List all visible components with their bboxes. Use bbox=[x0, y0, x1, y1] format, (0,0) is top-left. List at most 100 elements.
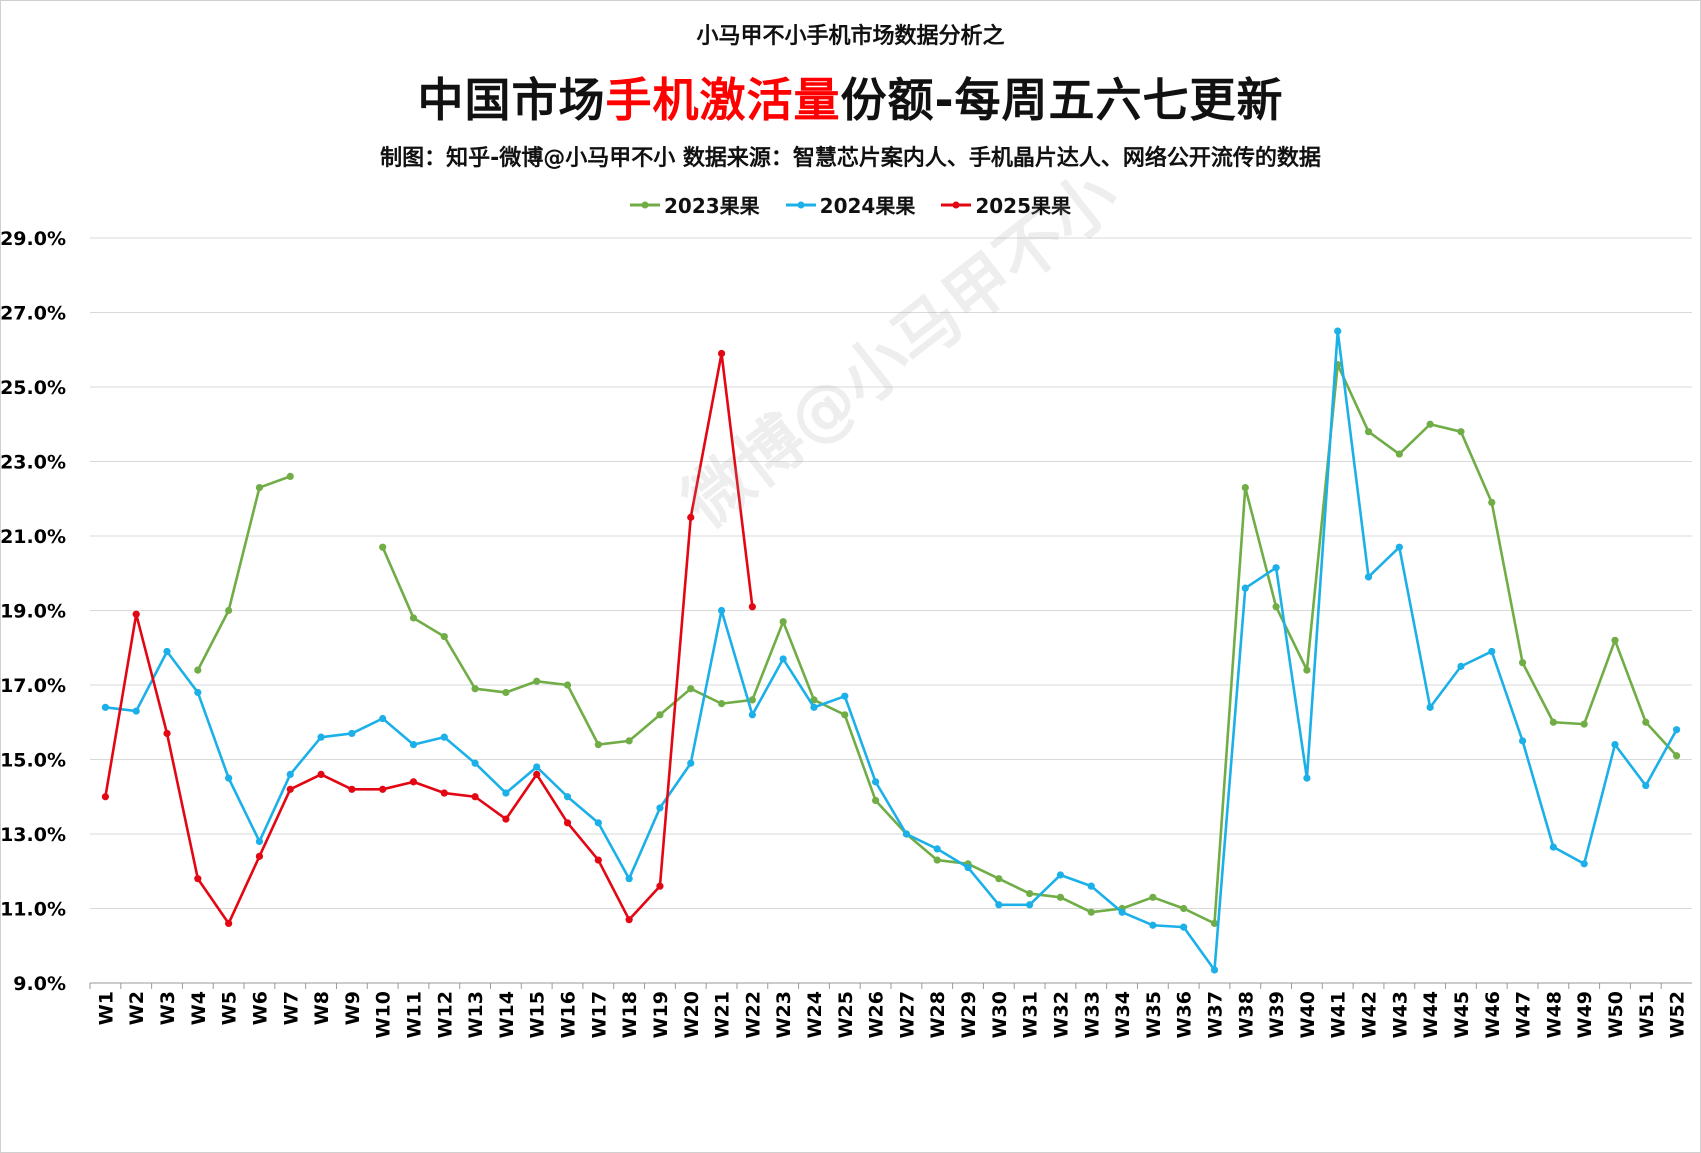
data-point bbox=[225, 919, 233, 928]
y-tick-label: 29.0% bbox=[0, 228, 66, 250]
y-tick-label: 21.0% bbox=[0, 526, 66, 548]
chart-subtitle: 制图：知乎-微博@小马甲不小 数据来源：智慧芯片案内人、手机晶片达人、网络公开流… bbox=[380, 146, 1321, 171]
data-point bbox=[687, 513, 695, 521]
data-point bbox=[779, 655, 787, 663]
data-point bbox=[1672, 726, 1681, 734]
x-tick-label: W3 bbox=[157, 991, 179, 1025]
data-point bbox=[810, 696, 818, 704]
data-point bbox=[1364, 428, 1373, 436]
x-tick-label: W18 bbox=[619, 991, 641, 1038]
data-point bbox=[502, 815, 510, 823]
data-point bbox=[1026, 890, 1034, 898]
data-point bbox=[1210, 966, 1219, 974]
data-point bbox=[502, 789, 510, 797]
legend-label-2025: 2025果果 bbox=[975, 194, 1071, 218]
data-point bbox=[440, 733, 448, 741]
x-tick-label: W36 bbox=[1174, 991, 1196, 1038]
data-point bbox=[1241, 584, 1249, 592]
y-tick-label: 19.0% bbox=[0, 601, 66, 623]
x-tick-label: W16 bbox=[558, 991, 580, 1038]
data-point bbox=[1056, 871, 1065, 879]
data-point bbox=[717, 349, 726, 358]
x-tick-label: W40 bbox=[1297, 991, 1319, 1038]
data-point bbox=[1549, 718, 1557, 726]
legend-swatch-2024 bbox=[785, 201, 816, 208]
data-point bbox=[563, 793, 572, 801]
data-point bbox=[933, 845, 941, 853]
data-point bbox=[656, 711, 664, 719]
data-point bbox=[871, 778, 880, 786]
data-point bbox=[1118, 908, 1126, 916]
data-point bbox=[748, 711, 756, 719]
data-point bbox=[194, 666, 202, 674]
title-part-2: 份额-每周五六七更新 bbox=[840, 73, 1284, 127]
data-point bbox=[625, 916, 633, 924]
data-point bbox=[286, 770, 294, 779]
x-tick-label: W35 bbox=[1143, 991, 1165, 1038]
chart-legend: 2023果果 2024果果 2025果果 bbox=[0, 190, 1701, 219]
data-point bbox=[841, 692, 849, 700]
data-point bbox=[194, 875, 202, 883]
data-point bbox=[995, 901, 1003, 909]
data-point bbox=[163, 647, 171, 656]
data-point bbox=[594, 819, 602, 827]
data-point bbox=[1642, 718, 1650, 726]
x-tick-label: W21 bbox=[712, 991, 734, 1038]
data-point bbox=[563, 819, 572, 827]
data-point bbox=[841, 711, 849, 719]
x-tick-label: W30 bbox=[989, 991, 1011, 1038]
series-0 bbox=[194, 361, 1681, 928]
data-point bbox=[317, 770, 325, 779]
y-tick-label: 13.0% bbox=[0, 824, 66, 846]
data-point bbox=[1426, 420, 1434, 428]
data-point bbox=[471, 759, 479, 767]
series-1 bbox=[101, 327, 1681, 974]
x-tick-label: W33 bbox=[1081, 991, 1103, 1038]
legend-swatch-2025 bbox=[941, 201, 972, 208]
gridlines bbox=[90, 237, 1692, 984]
data-point bbox=[594, 856, 602, 864]
data-point bbox=[1457, 662, 1465, 670]
data-point bbox=[1272, 603, 1280, 611]
data-point bbox=[1580, 720, 1588, 728]
title-highlight: 手机激活量 bbox=[605, 73, 841, 127]
data-point bbox=[1611, 636, 1619, 644]
x-tick-label: W38 bbox=[1235, 991, 1257, 1038]
x-tick-label: W49 bbox=[1574, 991, 1596, 1038]
x-tick-label: W27 bbox=[896, 991, 918, 1038]
series-2 bbox=[101, 349, 756, 928]
data-point bbox=[1149, 921, 1157, 929]
data-point bbox=[1087, 882, 1095, 890]
data-point bbox=[471, 685, 479, 693]
data-point bbox=[255, 837, 264, 846]
data-point bbox=[810, 703, 818, 711]
data-point bbox=[317, 733, 325, 741]
x-tick-label: W14 bbox=[496, 991, 518, 1038]
data-point bbox=[1395, 450, 1403, 458]
data-point bbox=[440, 789, 448, 797]
x-tick-label: W25 bbox=[835, 991, 857, 1038]
data-point bbox=[194, 688, 202, 697]
series-line bbox=[104, 352, 754, 925]
x-tick-label: W9 bbox=[342, 991, 364, 1025]
data-point bbox=[1087, 908, 1095, 916]
x-tick-label: W51 bbox=[1636, 991, 1658, 1038]
x-tick-label: W24 bbox=[804, 991, 826, 1038]
y-tick-label: 9.0% bbox=[13, 973, 66, 995]
data-point bbox=[1303, 774, 1311, 782]
data-point bbox=[101, 703, 110, 711]
data-point bbox=[440, 632, 448, 641]
x-tick-label: W6 bbox=[249, 991, 271, 1025]
y-tick-label: 25.0% bbox=[0, 377, 66, 399]
data-point bbox=[163, 729, 171, 738]
y-tick-label: 27.0% bbox=[0, 303, 66, 325]
x-tick-label: W28 bbox=[927, 991, 949, 1038]
x-tick-label: W44 bbox=[1420, 991, 1442, 1038]
data-point bbox=[1642, 781, 1650, 790]
data-point bbox=[687, 685, 695, 693]
data-point bbox=[1518, 659, 1527, 667]
data-point bbox=[871, 796, 880, 805]
data-point bbox=[379, 543, 387, 551]
data-point bbox=[656, 882, 664, 890]
x-tick-label: W46 bbox=[1482, 991, 1504, 1038]
